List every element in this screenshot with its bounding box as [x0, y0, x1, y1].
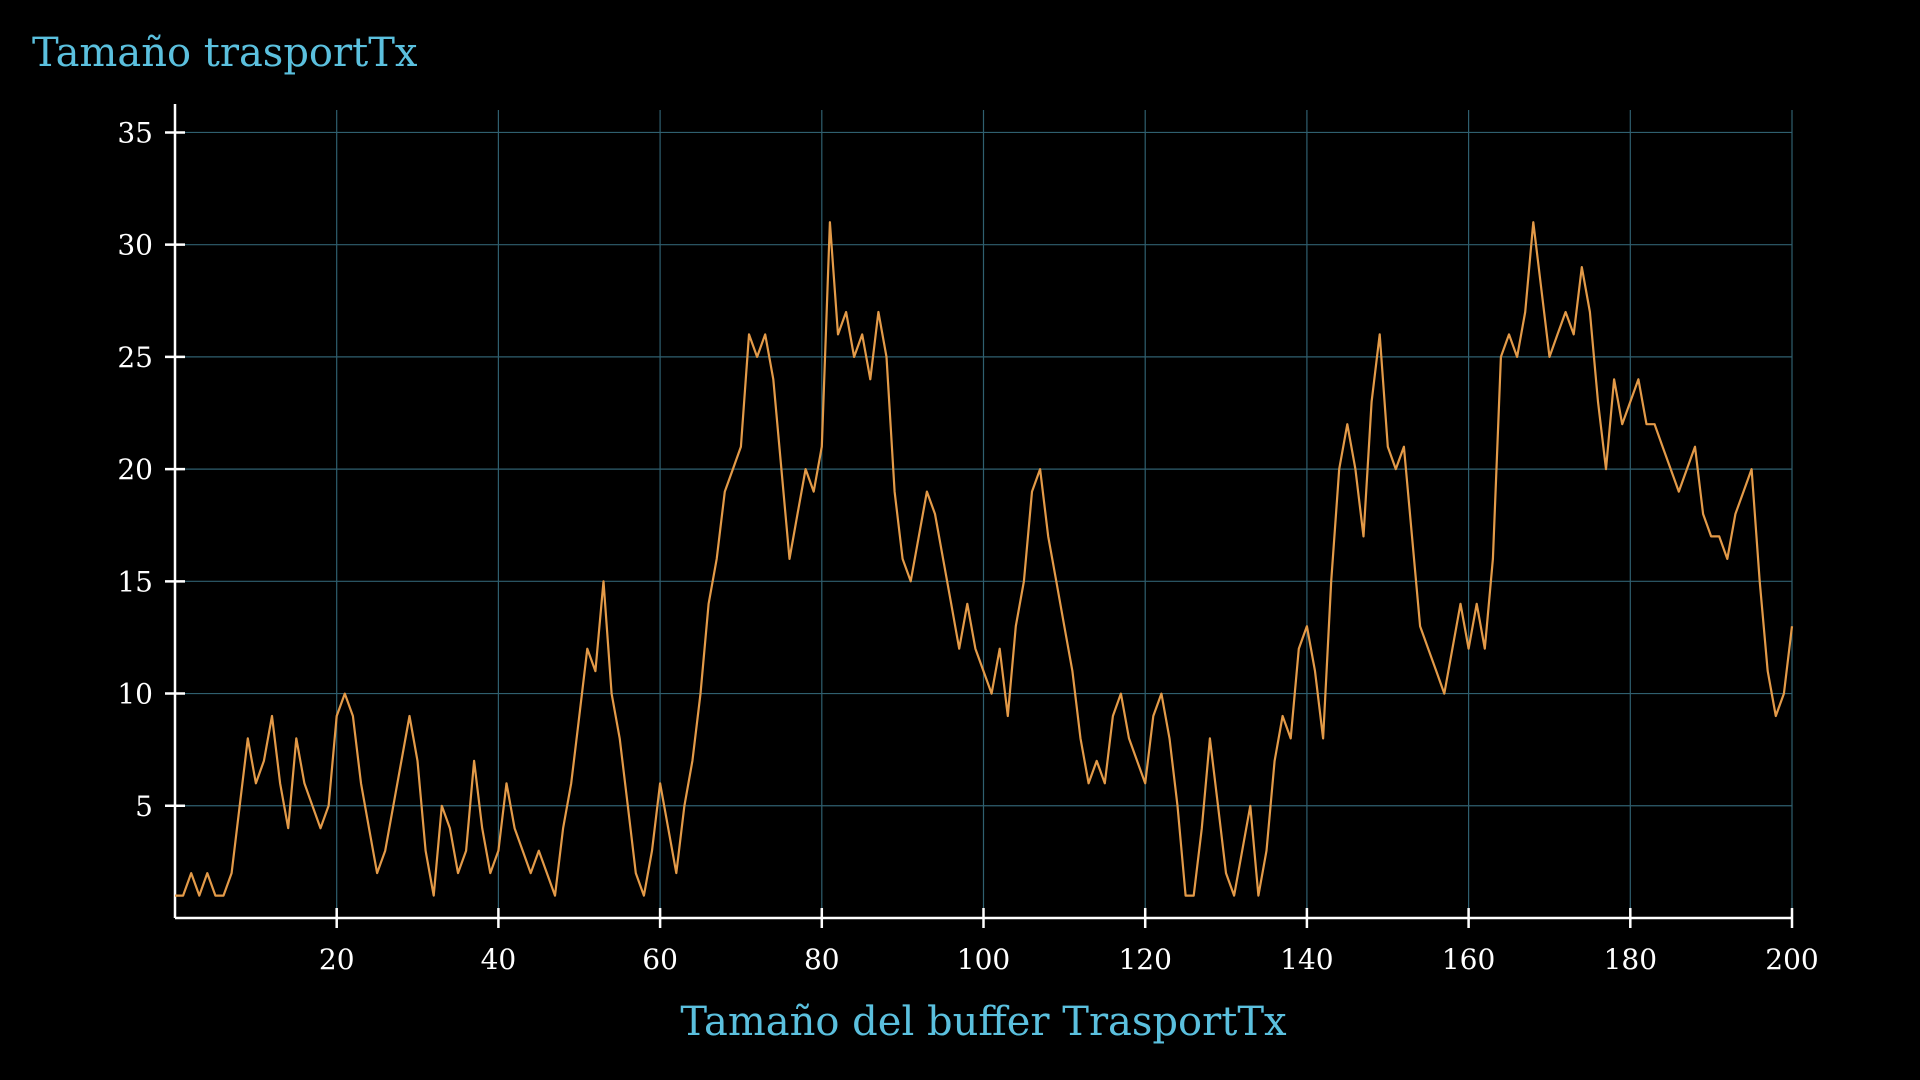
y-tick-label: 5 — [135, 790, 153, 823]
x-axis-title: Tamaño del buffer TrasportTx — [680, 999, 1287, 1045]
y-tick-label: 15 — [117, 565, 153, 598]
y-tick-label: 20 — [117, 453, 153, 486]
y-tick-label: 30 — [117, 229, 153, 262]
x-tick-label: 60 — [642, 943, 678, 976]
x-tick-label: 100 — [957, 943, 1010, 976]
x-tick-label: 120 — [1118, 943, 1171, 976]
x-tick-label: 40 — [481, 943, 517, 976]
series-layer — [175, 221, 1794, 897]
x-tick-label: 140 — [1280, 943, 1333, 976]
x-tick-label: 160 — [1442, 943, 1495, 976]
x-tick-label: 80 — [804, 943, 840, 976]
grid-lines — [175, 110, 1793, 918]
tick-marks: 20 40 60 80 100 120 140 160 180 200 5 10 15 20 25 30 35 — [117, 116, 1818, 976]
y-tick-label: 35 — [117, 116, 153, 149]
chart-title: Tamaño trasportTx — [32, 30, 418, 76]
y-tick-label: 10 — [117, 678, 153, 711]
x-tick-label: 200 — [1765, 943, 1818, 976]
series-line — [175, 221, 1794, 897]
y-tick-label: 25 — [117, 341, 153, 374]
x-tick-label: 20 — [319, 943, 355, 976]
x-tick-label: 180 — [1604, 943, 1657, 976]
